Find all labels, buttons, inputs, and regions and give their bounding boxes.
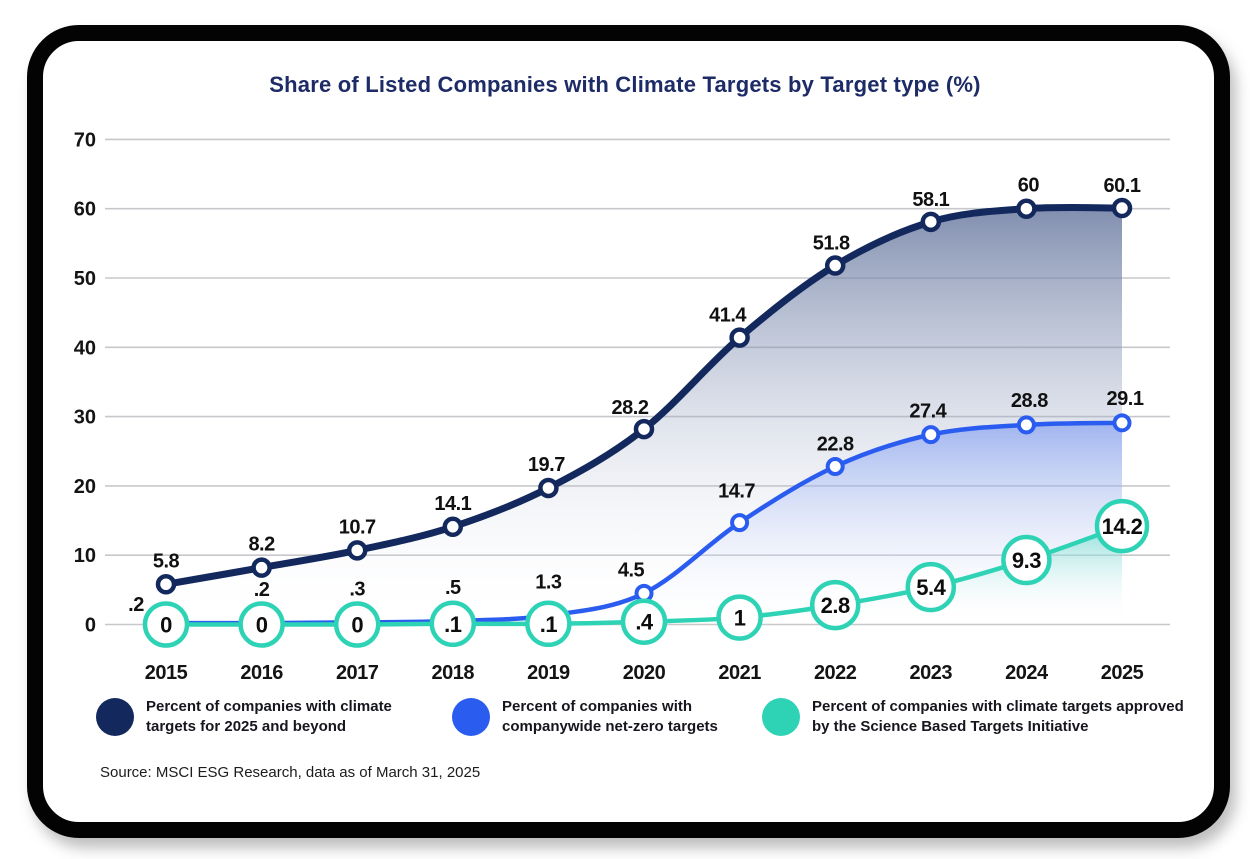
y-axis-tick-label: 50 — [74, 268, 96, 290]
chart-title: Share of Listed Companies with Climate T… — [269, 72, 981, 97]
data-point — [442, 516, 464, 538]
y-axis-tick-label: 40 — [74, 337, 96, 359]
data-point — [538, 477, 559, 499]
y-axis-tick-label: 60 — [74, 199, 96, 221]
bubble-data-point — [238, 601, 285, 648]
bubble-data-label: 5.4 — [916, 575, 946, 600]
data-label: 58.1 — [912, 189, 949, 211]
source-note: Source: MSCI ESG Research, data as of Ma… — [100, 764, 481, 781]
data-label: 51.8 — [813, 233, 850, 255]
bubble-data-label: 1 — [734, 606, 746, 631]
bubble-data-point — [1094, 498, 1150, 554]
data-label: 28.2 — [612, 397, 649, 419]
data-point — [346, 540, 368, 561]
data-label: 60 — [1018, 175, 1040, 197]
bubble-data-point — [620, 598, 668, 645]
y-axis-tick-label: 70 — [74, 129, 96, 151]
bubble-data-label: .1 — [444, 612, 462, 637]
area-fill-series-2 — [166, 526, 1122, 625]
data-point — [729, 327, 750, 348]
data-label: 8.2 — [248, 534, 275, 556]
y-axis-tick-label: 0 — [85, 615, 96, 637]
data-label: 14.7 — [718, 481, 755, 503]
x-axis-tick-label: 2025 — [1101, 662, 1144, 684]
data-label: 27.4 — [909, 401, 947, 423]
bubble-data-point — [333, 601, 381, 648]
bubble-data-point — [1001, 534, 1052, 586]
x-axis-tick-label: 2022 — [814, 662, 857, 684]
data-label: 4.5 — [618, 559, 645, 581]
bubble-data-point — [142, 601, 190, 648]
x-axis-tick-label: 2020 — [623, 662, 666, 684]
x-axis-tick-label: 2018 — [432, 662, 475, 684]
data-label: 22.8 — [817, 433, 854, 455]
x-axis-tick-label: 2015 — [145, 662, 188, 684]
bubble-data-point — [905, 561, 957, 613]
data-label: 19.7 — [528, 454, 565, 476]
bubble-data-label: .4 — [635, 610, 654, 635]
data-label: 28.8 — [1011, 390, 1048, 412]
data-label: .2 — [254, 579, 270, 601]
data-label: 29.1 — [1107, 388, 1144, 410]
data-point — [920, 211, 942, 233]
legend-label: Percent of companies with companywide ne… — [502, 698, 718, 736]
y-axis-tick-label: 20 — [74, 476, 96, 498]
data-point — [251, 557, 272, 578]
bubble-data-point — [429, 600, 477, 648]
data-point — [155, 574, 177, 595]
bubble-data-point — [809, 579, 861, 631]
legend-dot-blue — [452, 698, 490, 736]
data-point — [825, 456, 845, 476]
bubble-data-point — [525, 600, 572, 648]
legend-item-climate-targets-2025: Percent of companies with climate target… — [96, 697, 414, 738]
data-point — [824, 255, 846, 276]
bubble-data-point — [716, 594, 763, 641]
bubble-data-label: .1 — [540, 612, 558, 637]
y-axis-tick-label: 30 — [74, 407, 96, 429]
data-point — [921, 425, 941, 445]
x-axis-tick-label: 2024 — [1005, 662, 1049, 684]
data-label: 1.3 — [535, 571, 562, 593]
bubble-data-label: 14.2 — [1102, 514, 1143, 539]
chart-legend: Percent of companies with climate target… — [0, 697, 1250, 757]
x-axis-tick-label: 2023 — [910, 662, 953, 684]
data-point — [633, 418, 655, 440]
y-axis-tick-label: 10 — [74, 545, 96, 567]
data-label: .3 — [349, 578, 365, 600]
data-label: 14.1 — [434, 493, 471, 515]
data-label: 5.8 — [153, 550, 180, 572]
legend-dot-navy — [96, 698, 134, 736]
x-axis-tick-label: 2019 — [527, 662, 570, 684]
legend-item-net-zero-targets: Percent of companies with companywide ne… — [452, 697, 750, 738]
data-point — [1016, 415, 1036, 435]
data-point — [730, 513, 750, 533]
legend-label: Percent of companies with climate target… — [812, 698, 1184, 736]
data-label: 41.4 — [709, 305, 747, 327]
bubble-data-label: 0 — [160, 613, 172, 638]
bubble-data-label: 0 — [256, 613, 268, 638]
legend-item-sbti-approved: Percent of companies with climate target… — [762, 697, 1204, 738]
x-axis-tick-label: 2016 — [240, 662, 283, 684]
x-axis-tick-label: 2021 — [718, 662, 761, 684]
area-fill-series-1 — [166, 422, 1122, 625]
data-label: 10.7 — [339, 516, 376, 538]
bubble-data-label: 0 — [351, 613, 363, 638]
data-label: .2 — [128, 594, 144, 616]
data-label: .5 — [445, 577, 461, 599]
data-point — [1111, 197, 1133, 219]
data-label: 60.1 — [1104, 175, 1141, 197]
data-point — [1016, 198, 1037, 219]
bubble-data-label: 9.3 — [1012, 548, 1041, 573]
data-point — [1112, 413, 1132, 433]
x-axis-tick-label: 2017 — [336, 662, 379, 684]
legend-label: Percent of companies with climate target… — [146, 698, 392, 736]
bubble-data-label: 2.8 — [821, 593, 850, 618]
legend-dot-teal — [762, 698, 800, 736]
